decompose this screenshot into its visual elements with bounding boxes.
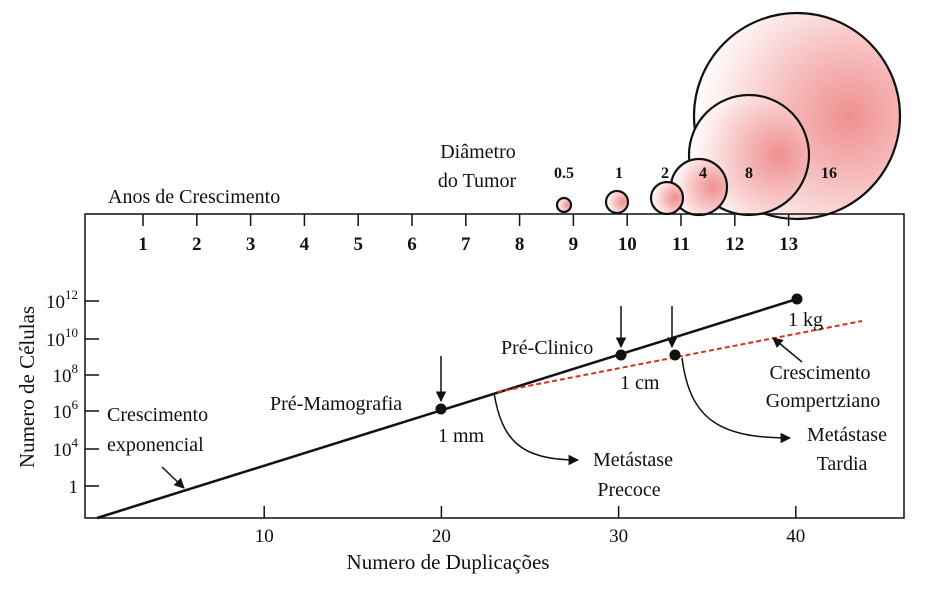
exponential-pointer	[161, 466, 185, 489]
diameter-title-line1: Diâmetro	[440, 141, 516, 163]
year-tick-label: 5	[353, 234, 363, 255]
diameter-title-line2: do Tumor	[438, 170, 517, 192]
x-tick-label: 30	[609, 526, 628, 547]
y-axis: 1 104 106 108 1010 1012	[46, 287, 99, 498]
year-tick-label: 3	[246, 234, 256, 255]
late-metastasis-line2: Tardia	[817, 453, 868, 475]
year-tick-label: 1	[138, 234, 148, 255]
year-tick-label: 11	[672, 234, 690, 255]
y-tick-label: 1010	[46, 325, 78, 351]
point-1kg	[791, 293, 803, 305]
y-tick-label: 1012	[46, 287, 78, 313]
early-metastasis-line2: Precoce	[597, 479, 660, 501]
label-1cm: 1 cm	[620, 372, 660, 394]
y-tick-label: 108	[53, 361, 79, 387]
plot-frame	[84, 213, 905, 519]
gompertz-label-line1: Crescimento	[769, 362, 870, 384]
tumor-circle-label: 4	[699, 165, 707, 182]
early-metastasis-curve	[493, 392, 580, 466]
tumor-circle-2	[649, 180, 685, 216]
x-tick-label: 10	[255, 526, 274, 547]
year-tick-label: 9	[569, 234, 579, 255]
tumor-circle-label: 8	[745, 165, 753, 182]
late-metastasis-curve	[681, 357, 792, 444]
y-axis-label: Numero de Células	[15, 306, 39, 468]
year-axis: 1 2 3 4 5 6 7 8 9 10 11 12 13	[138, 214, 798, 255]
tumor-circle-label: 1	[615, 165, 623, 182]
label-1mm: 1 mm	[438, 425, 485, 447]
point-gompertz	[669, 349, 681, 361]
x-tick-label: 20	[432, 526, 451, 547]
gompertz-pointer	[772, 337, 803, 363]
y-tick-label: 1	[69, 477, 79, 498]
tumor-circle-label: 16	[821, 165, 837, 182]
label-1kg: 1 kg	[788, 309, 823, 331]
tumor-diameter-circles: 0.5 1 2 4 8 16	[554, 11, 902, 221]
year-tick-label: 13	[779, 234, 798, 255]
gompertz-label-line2: Gompertziano	[766, 390, 880, 412]
year-tick-label: 12	[725, 234, 744, 255]
point-pre-clinico	[615, 349, 627, 361]
label-pre-mamografia: Pré-Mamografia	[270, 393, 402, 415]
early-metastasis-line1: Metástase	[593, 449, 673, 471]
point-pre-mamografia	[435, 403, 447, 415]
year-tick-label: 10	[618, 234, 637, 255]
x-axis: 10 20 30 40	[255, 506, 805, 547]
tumor-circle-label: 2	[661, 165, 669, 182]
label-pre-clinico: Pré-Clinico	[501, 337, 593, 359]
exponential-label-line2: exponencial	[107, 434, 204, 456]
late-metastasis-line1: Metástase	[807, 424, 887, 446]
year-tick-label: 6	[407, 234, 417, 255]
year-tick-label: 4	[300, 234, 310, 255]
tumor-circle-label: 0.5	[554, 165, 574, 182]
y-tick-label: 106	[53, 397, 79, 423]
year-tick-label: 2	[192, 234, 202, 255]
exponential-growth-line	[96, 297, 798, 520]
year-tick-label: 7	[461, 234, 471, 255]
years-title: Anos de Crescimento	[108, 186, 280, 208]
tumor-circle-1	[604, 189, 630, 215]
year-tick-label: 8	[515, 234, 525, 255]
tumor-circle-0-5	[555, 196, 573, 214]
exponential-label-line1: Crescimento	[107, 404, 208, 426]
y-tick-label: 104	[53, 435, 79, 461]
x-axis-label: Numero de Duplicações	[347, 550, 550, 574]
x-tick-label: 40	[786, 526, 805, 547]
